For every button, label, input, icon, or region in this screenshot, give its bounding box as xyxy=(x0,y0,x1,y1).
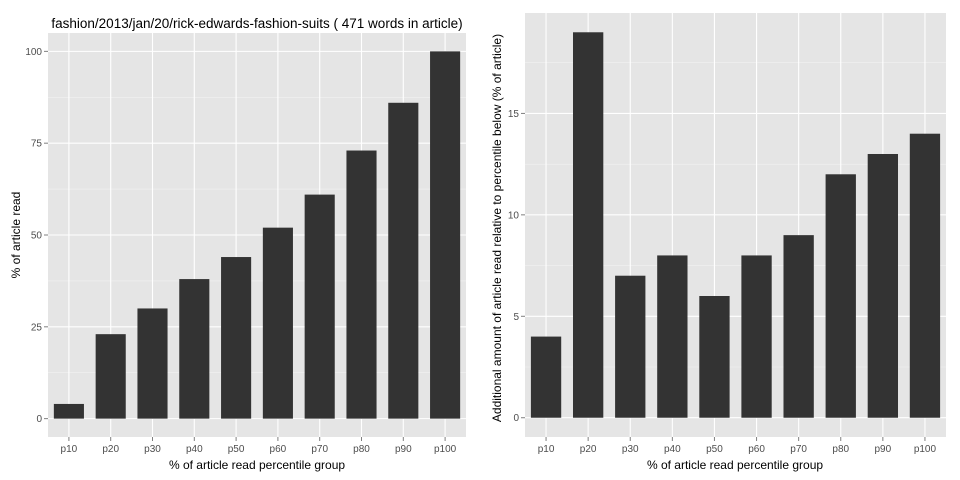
right-x-tick-label-p80: p80 xyxy=(832,444,849,455)
right-bar-p60 xyxy=(741,255,772,418)
left-x-tick-label-p20: p20 xyxy=(102,444,119,455)
left-x-tick-label-p40: p40 xyxy=(186,444,203,455)
left-x-tick-label-p70: p70 xyxy=(311,444,328,455)
left-x-tick-label-p30: p30 xyxy=(144,444,161,455)
left-bar-p60 xyxy=(262,227,293,419)
right-x-tick-label-p20: p20 xyxy=(580,444,597,455)
left-bar-p50 xyxy=(221,257,252,419)
left-x-tick-label-p100: p100 xyxy=(434,444,457,455)
right-x-tick-label-p100: p100 xyxy=(914,444,937,455)
left-y-tick-label: 50 xyxy=(31,231,43,242)
left-bar-p10 xyxy=(53,403,84,419)
right-bar-p100 xyxy=(909,133,941,418)
right-chart: 0 5 10 15 p10 p20 p30 p40 p50 p60 p70 p80 p90 p100 %… xyxy=(490,13,946,472)
right-bar-p10 xyxy=(530,336,562,418)
left-x-tick-label-p10: p10 xyxy=(61,444,78,455)
right-bar-p30 xyxy=(615,275,646,418)
left-bar-p20 xyxy=(95,334,126,419)
right-x-tick-label-p60: p60 xyxy=(748,444,765,455)
left-x-axis-title: % of article read percentile group xyxy=(169,458,345,472)
right-x-axis-title: % of article read percentile group xyxy=(647,458,823,472)
right-y-tick-label: 10 xyxy=(508,210,520,221)
left-y-axis-title: % of article read xyxy=(9,192,23,279)
left-y-tick-label: 25 xyxy=(31,322,43,333)
left-bar-p70 xyxy=(304,194,335,419)
right-bar-p20 xyxy=(572,32,604,418)
left-x-tick-label-p60: p60 xyxy=(270,444,287,455)
left-y-tick-label: 75 xyxy=(31,139,43,150)
right-x-tick-label-p90: p90 xyxy=(875,444,892,455)
right-bar-p50 xyxy=(699,296,730,418)
right-x-tick-label-p50: p50 xyxy=(706,444,723,455)
left-x-tick-label-p50: p50 xyxy=(228,444,245,455)
right-bar-p70 xyxy=(783,235,814,418)
left-y-tick-label: 100 xyxy=(25,47,42,58)
left-chart-title: fashion/2013/jan/20/rick-edwards-fashion… xyxy=(51,16,462,31)
left-chart: 0 25 50 75 100 p10 p20 p30 p40 p50 p60 p70 p80 p90 p1… xyxy=(9,16,466,472)
right-y-tick-label: 5 xyxy=(513,312,519,323)
right-x-tick-label-p10: p10 xyxy=(538,444,555,455)
right-y-tick-label: 0 xyxy=(513,413,519,424)
left-bar-p80 xyxy=(346,150,377,419)
left-x-tick-label-p90: p90 xyxy=(395,444,412,455)
right-y-tick-label: 15 xyxy=(508,109,520,120)
left-bar-p40 xyxy=(179,279,210,419)
right-y-axis-title: Additional amount of article read relati… xyxy=(490,34,504,422)
left-y-tick-label: 0 xyxy=(36,414,42,425)
right-bar-p40 xyxy=(657,255,688,418)
right-x-tick-label-p30: p30 xyxy=(622,444,639,455)
right-bar-p80 xyxy=(825,174,856,418)
right-bar-p90 xyxy=(867,153,899,418)
left-bar-p90 xyxy=(388,102,419,419)
right-x-tick-label-p70: p70 xyxy=(790,444,807,455)
right-x-tick-label-p40: p40 xyxy=(664,444,681,455)
left-x-tick-label-p80: p80 xyxy=(353,444,370,455)
left-bar-p100 xyxy=(430,51,461,419)
left-bar-p30 xyxy=(137,308,168,419)
